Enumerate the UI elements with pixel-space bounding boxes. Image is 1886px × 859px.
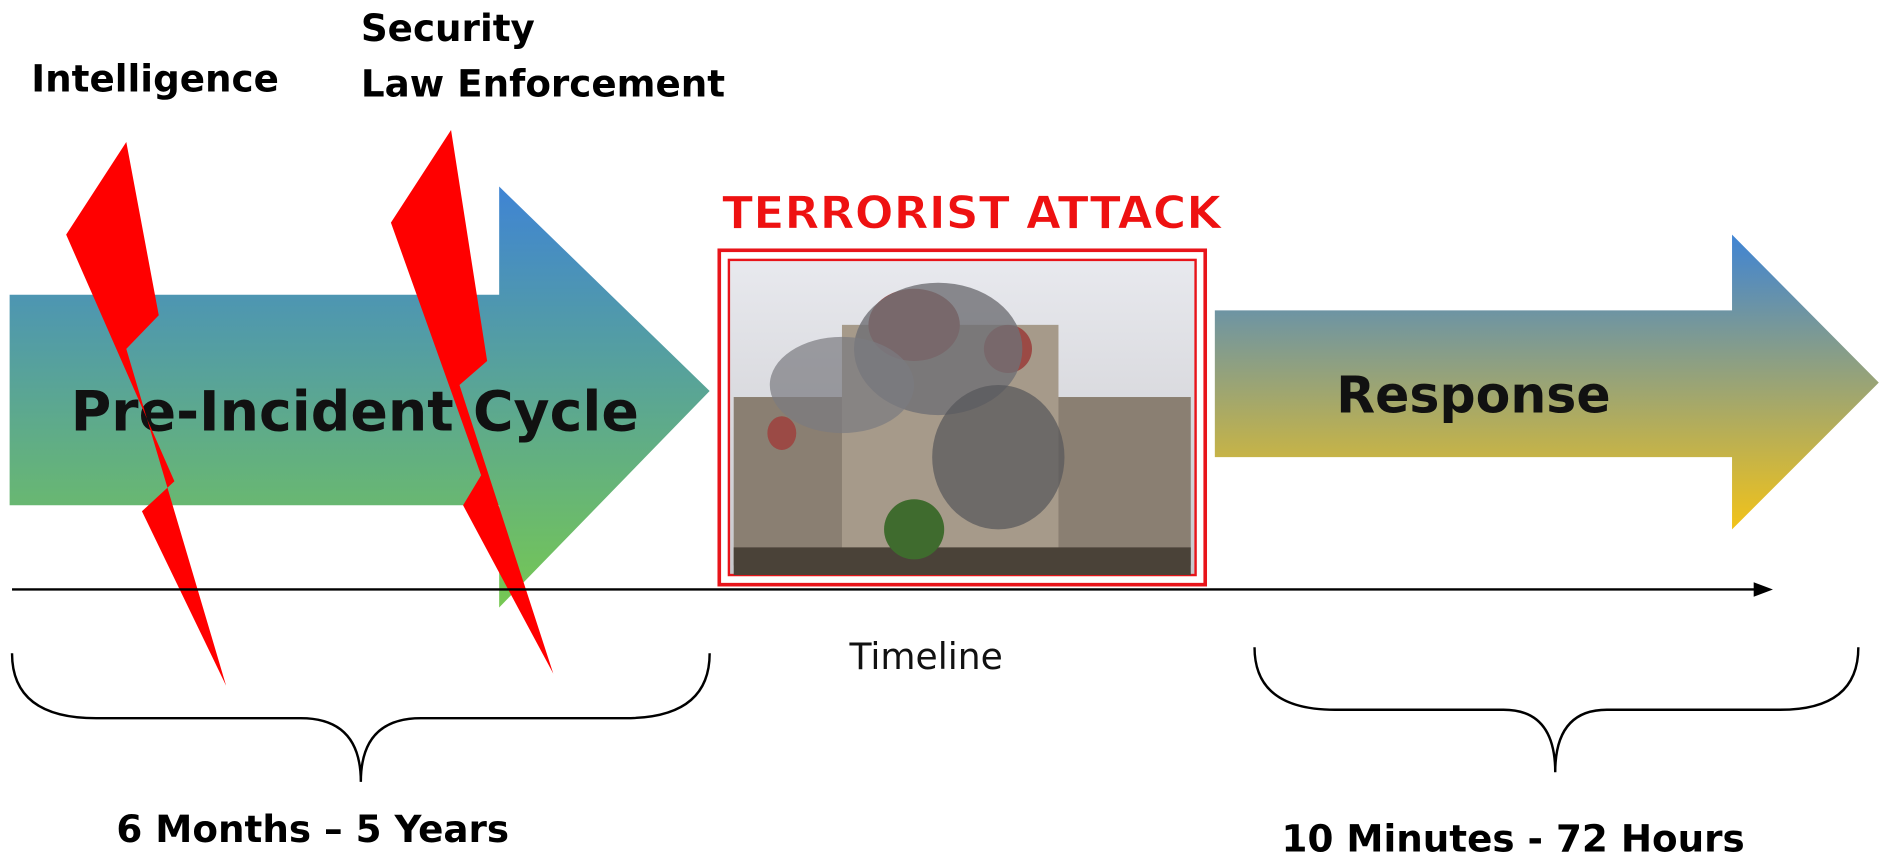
brace [12, 653, 710, 782]
photo [719, 250, 1205, 584]
arrow-label: Response [1336, 366, 1610, 425]
label: Security [361, 6, 535, 50]
brace [1255, 647, 1859, 772]
duration: 6 Months – 5 Years [116, 807, 509, 851]
diagram: Intelligence Security Law Enforcement Pr… [0, 0, 1886, 859]
timeline-arrowhead [1754, 582, 1773, 596]
timeline-label: Timeline [848, 636, 1002, 678]
label: Law Enforcement [361, 61, 725, 105]
label: Intelligence [31, 57, 279, 101]
attack-title: TERRORIST ATTACK [722, 187, 1223, 240]
duration: 10 Minutes - 72 Hours [1282, 817, 1745, 859]
arrow-label: Pre-Incident Cycle [71, 381, 639, 445]
